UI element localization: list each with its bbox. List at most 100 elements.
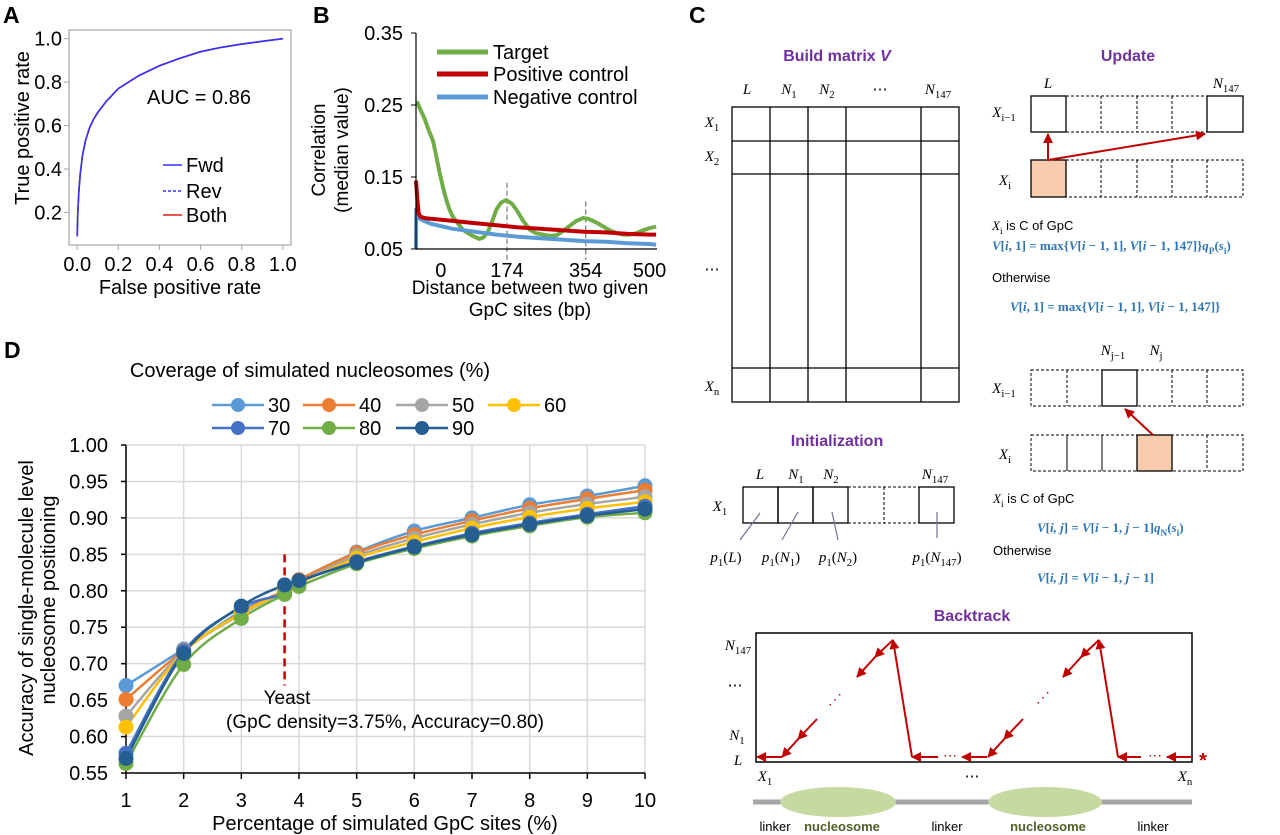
subscript: 1 <box>714 122 719 134</box>
series-line-60 <box>125 500 646 728</box>
roc-chart: 0.0 0.2 0.4 0.6 0.8 1.0 0.2 0.4 0.6 0.8 1.0 AUC = … <box>12 29 297 299</box>
subscript: 1 <box>920 557 925 569</box>
legend-swatch-marker-70 <box>231 421 245 435</box>
data-point-90 <box>464 527 480 543</box>
build-matrix-diagram: Build matrix V L N1 N2 ⋯ N147 X1 X2 ⋯ Xn <box>704 48 960 403</box>
track-label-linker: linker <box>759 819 791 834</box>
y-tick-label: 0.65 <box>69 690 108 712</box>
legend-label-50: 50 <box>452 395 474 417</box>
legend-label-rev: Rev <box>186 181 222 203</box>
data-point-90 <box>277 577 293 593</box>
cell-n147-prev <box>1206 95 1244 133</box>
nucleosome-ellipse <box>988 787 1102 817</box>
track-label-nucleosome: nucleosome <box>804 819 880 834</box>
math-symbol: V <box>1010 299 1020 314</box>
x-tick-label: 0.2 <box>104 254 132 276</box>
legend: 30 40 50 60 70 80 90 <box>212 395 566 440</box>
y-tick-label: 0.05 <box>364 239 403 261</box>
math-symbol: L <box>727 550 736 566</box>
column-label: N147 <box>1212 76 1240 95</box>
math-symbol: X <box>992 491 1002 506</box>
subscript: i−1 <box>1001 112 1016 124</box>
x-tick-label: 8 <box>524 790 535 812</box>
x-tick-label: 500 <box>633 260 666 282</box>
y-axis-title-line2: nucleosome positioning <box>38 495 60 704</box>
data-point-50 <box>118 708 134 724</box>
series-layer <box>118 478 653 771</box>
subscript: 1 <box>739 735 744 747</box>
series-line-80 <box>124 511 646 765</box>
column-label: L <box>742 82 751 98</box>
nucleosome-ellipse <box>780 787 896 817</box>
text-segment: ( <box>832 550 837 566</box>
data-point-90 <box>118 750 134 766</box>
text-segment: [ <box>1078 238 1082 253</box>
update-nucleosome-diagram: Nj−1 Nj Xi−1 Xi Xi is C of GpC V[i, j] =… <box>991 343 1244 585</box>
y-tick-label: 0.25 <box>364 95 403 117</box>
math-symbol: V <box>1037 570 1047 585</box>
subscript: i <box>1001 500 1004 510</box>
subscript: i−1 <box>1001 388 1016 400</box>
column-label: N147 <box>924 82 952 101</box>
math-symbol: N <box>1212 76 1224 92</box>
condition-text: Xi is C of GpC <box>992 491 1074 510</box>
subscript: i <box>1000 227 1003 237</box>
x-tick-label: 6 <box>409 790 420 812</box>
math-symbol: V <box>1069 238 1079 253</box>
x-tick-label: 4 <box>293 790 304 812</box>
text-segment: − 1, 1], <box>1103 299 1147 314</box>
math-symbol: p <box>761 550 770 566</box>
text-segment: − 1] <box>1129 520 1154 535</box>
math-symbol: q <box>1154 520 1161 535</box>
backtrack-arrow-diagonal <box>781 718 818 758</box>
text-segment: [ <box>1096 299 1100 314</box>
text-segment: ⋯ <box>705 262 720 278</box>
text-segment: ( <box>925 550 930 566</box>
series-line-target <box>415 100 657 241</box>
data-point-90 <box>579 508 595 524</box>
y-axis-title-line2: (median value) <box>332 87 353 213</box>
text-segment: , 1] = max{ <box>1027 299 1087 314</box>
math-symbol: i <box>1100 299 1104 314</box>
data-point-90 <box>349 554 365 570</box>
y-tick-label: 0.15 <box>364 167 403 189</box>
x-tick-label: 0.8 <box>228 254 256 276</box>
y-label: N1 <box>728 728 744 747</box>
ellipsis: ⋯ <box>1148 747 1162 763</box>
math-symbol: L <box>1043 76 1052 92</box>
x-tick-label: 0.0 <box>63 254 91 276</box>
series-line-40 <box>125 488 646 701</box>
math-symbol: N <box>787 467 799 483</box>
math-symbol: s <box>1171 520 1177 535</box>
correlation-chart: 0.05 0.15 0.25 0.35 0 174 354 500 TargetPositiv… <box>309 23 666 321</box>
text-segment: ⋯ <box>965 769 980 785</box>
subscript: 1 <box>718 557 723 569</box>
text-segment: − 1, 147]} <box>1164 299 1220 314</box>
text-segment: , 1] = max{ <box>1009 238 1069 253</box>
formula-other: V[i, 1] = max{V[i − 1, 1], V[i − 1, 147]… <box>1010 299 1220 314</box>
yeast-annotation-line1: Yeast <box>264 688 312 709</box>
subscript: 1 <box>826 557 831 569</box>
x-axis-title: False positive rate <box>99 277 261 299</box>
math-symbol: j <box>1124 520 1130 535</box>
math-symbol: N <box>924 82 936 98</box>
math-symbol: p <box>911 550 920 566</box>
backtrack-arrow-jump <box>889 639 913 758</box>
pointer-line <box>831 511 839 541</box>
cell-n2 <box>812 486 849 524</box>
math-symbol: X <box>1177 769 1188 785</box>
x-tick-label: 0 <box>435 260 446 282</box>
y-label: L <box>733 753 742 769</box>
math-symbol: V <box>1148 299 1158 314</box>
math-symbol: L <box>742 82 751 98</box>
data-point-60 <box>118 719 134 735</box>
data-point-90 <box>522 516 538 532</box>
math-symbol: V <box>1082 570 1092 585</box>
y-tick-label: 0.70 <box>69 654 108 676</box>
subscript: 147 <box>1223 83 1240 95</box>
axes: 0.55 0.60 0.65 0.70 0.75 0.80 0.85 0.90 0.95 1.00… <box>69 435 656 812</box>
y-label: ⋯ <box>728 678 743 694</box>
subscript: 2 <box>833 474 838 486</box>
